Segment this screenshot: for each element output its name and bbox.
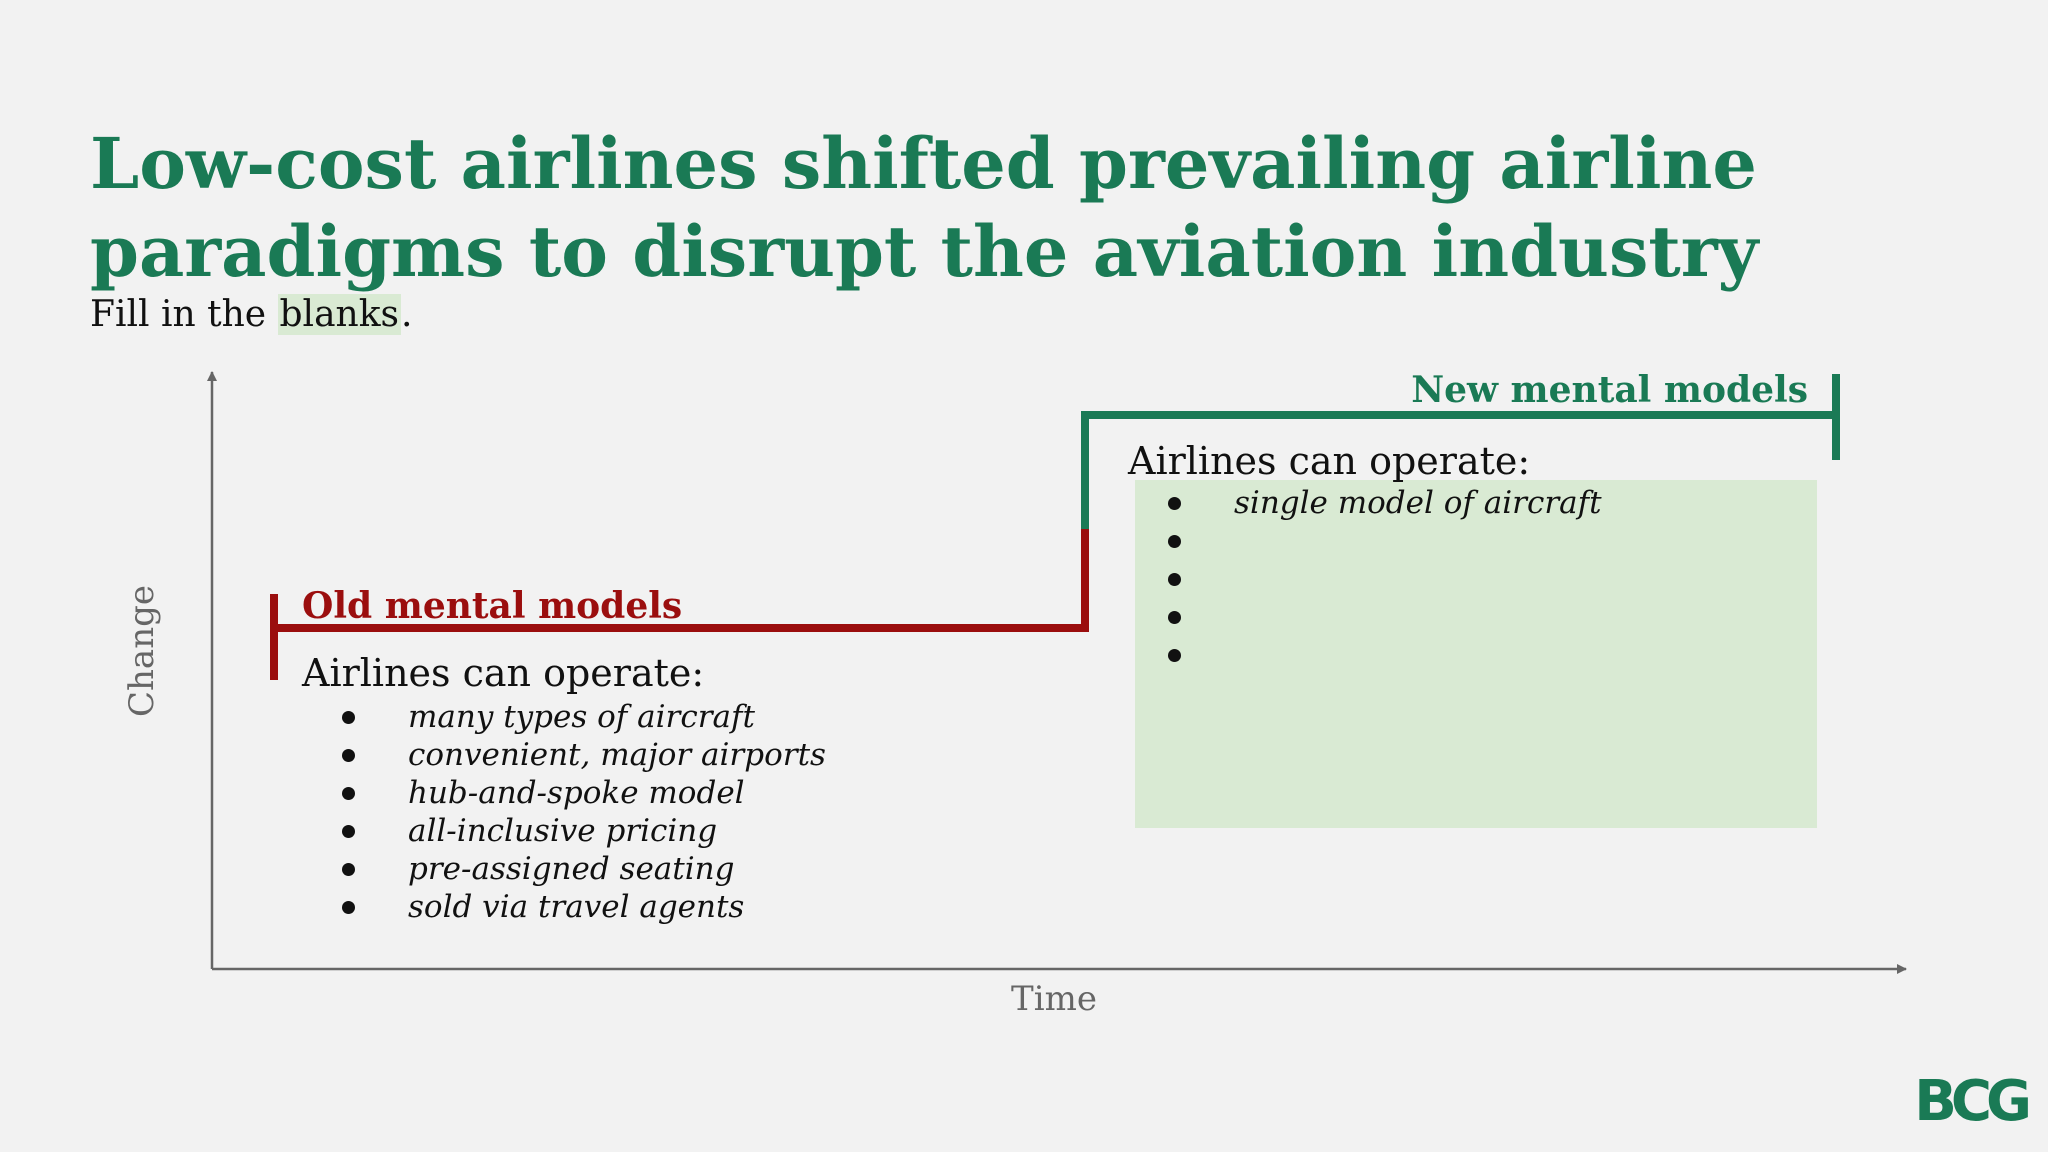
bullet-icon	[342, 863, 355, 876]
subtitle-highlight: blanks	[277, 294, 402, 335]
new-operate-label: Airlines can operate:	[1128, 439, 1531, 483]
slide-title: Low-cost airlines shifted prevailing air…	[90, 120, 1790, 296]
bullet-icon	[1168, 611, 1181, 624]
list-item-text: sold via travel agents	[408, 889, 745, 925]
y-axis-label: Change	[122, 585, 162, 717]
subtitle-text: Fill in the	[90, 294, 278, 335]
old-operate-label: Airlines can operate:	[302, 651, 705, 695]
fill-in-answer-area[interactable]	[1135, 480, 1817, 828]
bullet-icon	[342, 825, 355, 838]
bullet-icon	[1168, 649, 1181, 662]
bcg-logo: BCG	[1914, 1069, 2032, 1134]
bullet-icon	[1168, 535, 1181, 548]
title-line-2: paradigms to disrupt the aviation indust…	[90, 210, 1759, 293]
list-item-text: all-inclusive pricing	[408, 813, 718, 849]
subtitle-end: .	[401, 294, 413, 335]
bullet-icon	[342, 749, 355, 762]
new-mental-models-heading: New mental models	[1411, 369, 1808, 411]
bullet-icon	[1168, 497, 1181, 510]
title-line-1: Low-cost airlines shifted prevailing air…	[90, 122, 1757, 205]
list-item-text: convenient, major airports	[408, 737, 826, 773]
bullet-icon	[1168, 573, 1181, 586]
x-axis-label: Time	[1011, 979, 1097, 1019]
list-item-text: pre-assigned seating	[408, 851, 735, 887]
list-item-text: many types of aircraft	[408, 699, 755, 735]
list-item-text: single model of aircraft	[1234, 485, 1602, 521]
list-item-text: hub-and-spoke model	[408, 775, 745, 811]
subtitle: Fill in the blanks.	[90, 291, 412, 339]
bullet-icon	[342, 901, 355, 914]
bullet-icon	[342, 711, 355, 724]
bullet-icon	[342, 787, 355, 800]
old-mental-models-heading: Old mental models	[302, 585, 683, 627]
